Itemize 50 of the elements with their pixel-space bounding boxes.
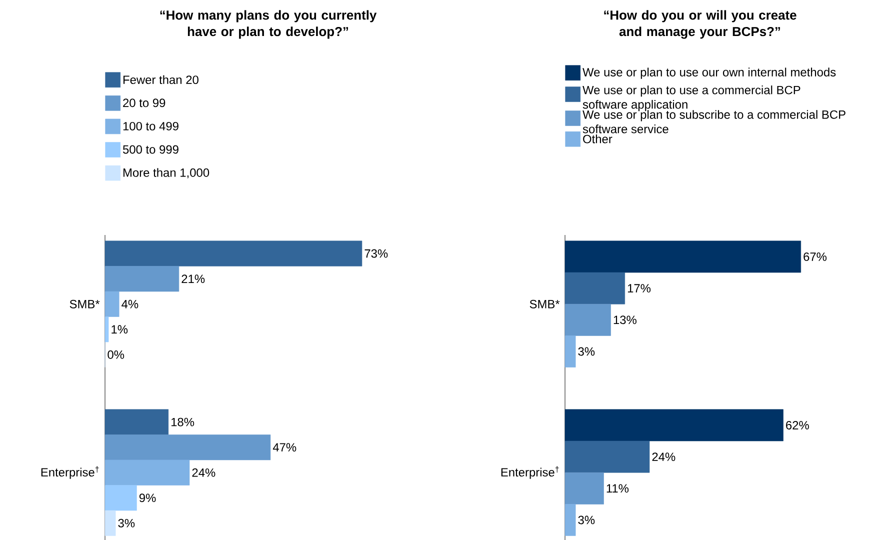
data-label: 67% [804, 252, 827, 261]
bar [564, 240, 801, 272]
data-label: 9% [139, 493, 156, 502]
data-label: 18% [171, 418, 194, 426]
data-label: 17% [628, 284, 651, 292]
bar [104, 266, 180, 292]
y-tick-label: SMB* [70, 300, 100, 308]
legend-label: Other [583, 134, 612, 144]
chart-title: “How do you or will you create and manage your BCPs?” [604, 10, 796, 39]
legend-label: More than 1,000 [123, 168, 210, 178]
y-tick-label: Enterprise$^{†}$ [501, 466, 559, 479]
data-label: 3% [578, 347, 595, 356]
bar [564, 304, 611, 336]
legend-label: We use or plan to subscribe to a commercial BCP software service [582, 110, 846, 134]
data-label: 3% [578, 516, 595, 524]
data-label: 3% [118, 518, 135, 528]
bar [564, 440, 650, 473]
bar [564, 409, 784, 441]
chart-title: “How many plans do you currently have or plan to develop?” [160, 10, 377, 39]
bar [104, 434, 271, 460]
legend-label: Fewer than 20 [123, 75, 198, 84]
data-label: 62% [786, 420, 809, 430]
bar [564, 472, 604, 504]
bar [104, 316, 109, 342]
y-tick-label: SMB* [530, 300, 560, 308]
data-label: 47% [272, 442, 296, 452]
bar [104, 460, 190, 486]
bar [104, 510, 116, 536]
bar [564, 504, 576, 536]
data-label: 1% [112, 324, 128, 334]
bar [104, 484, 137, 510]
data-label: 73% [364, 249, 388, 258]
legend-label: We use or plan to use our own internal methods [582, 67, 836, 79]
legend-label: 20 to 99 [123, 98, 166, 107]
y-tick-label: Enterprise$^{†}$ [41, 466, 99, 479]
data-label: 4% [122, 300, 138, 308]
data-label: 24% [652, 452, 676, 461]
bar [104, 240, 362, 266]
legend-label: 500 to 999 [122, 145, 178, 154]
bar [564, 335, 576, 368]
data-label: 11% [606, 484, 629, 492]
bar [564, 272, 625, 304]
data-label: 24% [192, 468, 216, 477]
data-label: 21% [182, 274, 205, 283]
data-label: 13% [614, 315, 636, 324]
legend-label: We use or plan to use a commercial BCP software application [582, 85, 800, 111]
bar [104, 409, 169, 435]
data-label: 0% [108, 350, 124, 359]
legend-label: 100 to 499 [123, 122, 178, 130]
bar [104, 291, 120, 317]
